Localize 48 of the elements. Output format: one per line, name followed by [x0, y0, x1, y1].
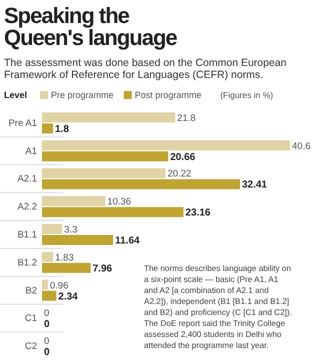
data-label: 0	[44, 319, 50, 330]
data-label: 0	[44, 308, 50, 320]
bar	[42, 179, 240, 190]
data-label: 11.64	[115, 236, 140, 246]
chart-title: Speaking the Queen's language	[4, 3, 178, 50]
y-tick-label: B1.1	[17, 230, 37, 240]
y-tick-label: B2	[25, 285, 37, 296]
chart-subtitle: The assessment was done based on the Common European Framework of Reference for Languages (CEFR) norms.	[4, 57, 287, 81]
data-label: 3.3	[64, 224, 78, 236]
data-label: 0	[44, 347, 50, 358]
bar	[42, 207, 184, 218]
data-label: 2.34	[58, 291, 78, 302]
data-label: 23.16	[185, 208, 211, 219]
y-tick-label: A1	[25, 146, 37, 157]
legend-label: Post programme	[134, 90, 202, 100]
bar	[42, 140, 290, 150]
y-tick-label: Pre A1	[8, 118, 37, 129]
data-label: 1.83	[55, 252, 74, 264]
bar	[42, 196, 106, 206]
annotation: The norms describes language ability on a six-point scale — basic (Pre A1, A1 and A2 [a combination of A2.1 and A2.2]), independent (B1 [B1.1 and B1.2] and B2) and proficiency (C [C1 and C2]). The DoE report said the Trinity College assessed 2,400 students in Delhi who attended the programme last year.	[144, 264, 292, 350]
data-label: 1.8	[54, 124, 70, 135]
y-tick-label: C1	[24, 313, 37, 324]
data-label: 21.8	[177, 112, 196, 124]
data-label: 20.66	[170, 152, 196, 163]
bar	[42, 235, 114, 245]
y-tick-label: B1.2	[17, 257, 37, 268]
bar	[42, 112, 176, 122]
y-tick-label: A2.2	[17, 202, 37, 213]
text: (Figures in %)	[220, 90, 274, 100]
legend-title: Level	[4, 90, 28, 100]
bar	[42, 290, 56, 301]
legend-label: Pre programme	[51, 90, 114, 100]
y-tick-label: C2	[24, 341, 37, 352]
data-label: 20.22	[168, 168, 192, 180]
bar	[42, 168, 166, 178]
y-tick-label: A2.1	[17, 174, 37, 185]
bar	[42, 151, 168, 162]
bar	[42, 280, 48, 290]
data-label: 0.96	[50, 280, 68, 292]
data-label: 32.41	[242, 180, 268, 191]
data-label: 10.36	[107, 196, 132, 208]
data-label: 0	[44, 336, 50, 348]
bar	[42, 224, 62, 234]
bar	[42, 262, 91, 273]
bar	[42, 123, 53, 134]
data-label: 7.96	[92, 263, 113, 274]
bar	[42, 252, 54, 262]
data-label: 40.6	[292, 140, 310, 152]
